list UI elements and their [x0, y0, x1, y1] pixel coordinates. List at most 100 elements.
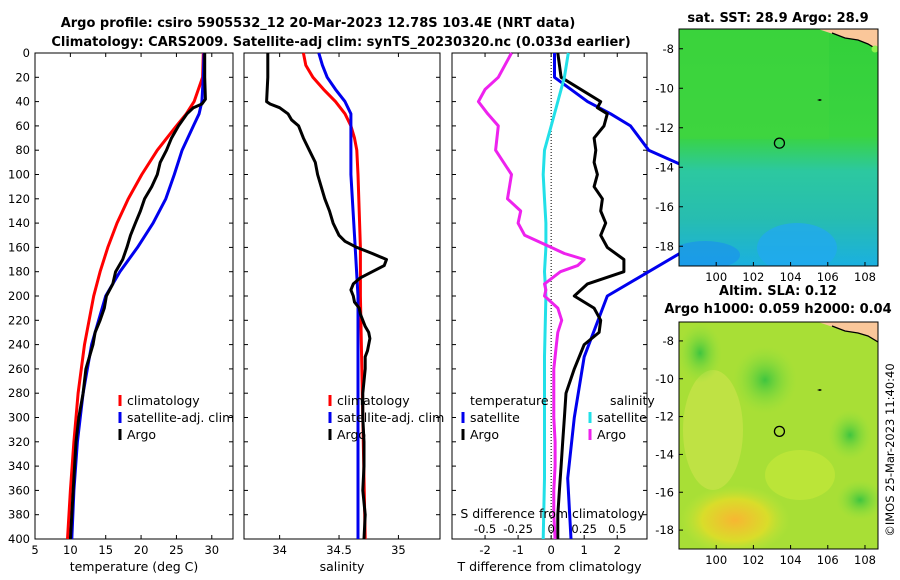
sla-low-1 [733, 346, 797, 414]
depth-tick-label: 320 [8, 435, 30, 449]
top-xlabel: S difference from climatology [460, 506, 645, 521]
map-y-tick-label: -12 [655, 121, 674, 135]
map-y-tick-label: -8 [663, 334, 674, 348]
depth-tick-label: 380 [8, 508, 30, 522]
sla-high [680, 485, 790, 549]
depth-tick-label: 80 [15, 143, 30, 157]
figure-title-line1: Argo profile: csiro 5905532_12 20-Mar-20… [61, 16, 576, 31]
depth-tick-label: 220 [8, 313, 30, 327]
depth-tick-label: 0 [23, 46, 30, 60]
difference-axes-box [451, 52, 648, 540]
sla-map-title-line2: Argo h1000: 0.059 h2000: 0.04 [664, 302, 891, 317]
legend-label: Argo [470, 427, 499, 442]
temperature-x-tick-label: 30 [204, 543, 219, 557]
salinity-axes-box [243, 52, 441, 540]
map-y-tick-label: -14 [655, 447, 674, 461]
sst-map: sat. SST: 28.9 Argo: 28.9 100 102 104 106 10… [655, 11, 879, 284]
christmas-island [817, 99, 822, 101]
difference-x-tick-label: -2 [479, 543, 490, 557]
legend-label: climatology [127, 393, 200, 408]
salinity-series-argo [265, 53, 388, 540]
map-y-tick-label: -14 [655, 160, 674, 174]
sst-cool-patch [757, 223, 837, 266]
map-x-tick-label: 100 [705, 553, 727, 567]
map-y-tick-label: -16 [655, 485, 674, 499]
map-x-tick-label: 106 [817, 553, 839, 567]
legend-label: satellite-adj. clim [127, 410, 234, 425]
map-x-tick-label: 102 [742, 553, 764, 567]
temperature-axes-box [34, 52, 234, 540]
map-x-tick-label: 108 [854, 553, 876, 567]
difference-series-s-argo [476, 52, 586, 540]
depth-tick-label: 360 [8, 483, 30, 497]
sla-low-2 [828, 410, 872, 460]
difference-x-tick-label: 1 [581, 543, 588, 557]
difference-panel: -2 -1 0 1 2T difference from climatologytemp… [451, 52, 722, 574]
legend-label: satellite [597, 410, 647, 425]
difference-x-tick-label: -1 [512, 543, 523, 557]
top-x-tick-label: -0.25 [503, 522, 533, 536]
temperature-xlabel: temperature (deg C) [70, 559, 199, 574]
depth-tick-label: 300 [8, 411, 30, 425]
legend-label: Argo [337, 427, 366, 442]
depth-tick-label: 120 [8, 192, 30, 206]
legend-label: Argo [597, 427, 626, 442]
legend-label: Argo [127, 427, 156, 442]
salinity-x-tick-label: 34 [272, 543, 287, 557]
map-y-tick-label: -8 [663, 42, 674, 56]
depth-tick-label: 60 [15, 119, 30, 133]
temperature-x-tick-label: 5 [31, 543, 38, 557]
map-x-tick-label: 104 [780, 553, 802, 567]
legend-label: climatology [337, 393, 410, 408]
difference-xlabel: T difference from climatology [456, 559, 642, 574]
salinity-xlabel: salinity [320, 559, 365, 574]
map-y-tick-label: -16 [655, 200, 674, 214]
land-java [818, 29, 878, 50]
legend-right-title: salinity [610, 393, 655, 408]
map-x-tick-label: 100 [705, 270, 727, 284]
depth-tick-label: 280 [8, 386, 30, 400]
temperature-x-tick-label: 15 [98, 543, 113, 557]
depth-tick-label: 200 [8, 289, 30, 303]
map-y-tick-label: -10 [655, 81, 674, 95]
depth-tick-label: 160 [8, 240, 30, 254]
temperature-x-tick-label: 10 [63, 543, 78, 557]
difference-x-tick-label: 2 [614, 543, 621, 557]
map-y-tick-label: -18 [655, 523, 674, 537]
depth-tick-label: 100 [8, 168, 30, 182]
salinity-x-tick-label: 35 [391, 543, 406, 557]
sst-map-title: sat. SST: 28.9 Argo: 28.9 [687, 11, 868, 26]
sst-argo-marker [773, 137, 786, 149]
map-y-tick-label: -12 [655, 410, 674, 424]
depth-tick-label: 400 [8, 532, 30, 546]
map-y-tick-label: -18 [655, 239, 674, 253]
difference-series-t-argo [556, 52, 626, 539]
top-x-tick-label: -0.5 [474, 522, 496, 536]
depth-tick-label: 340 [8, 459, 30, 473]
top-x-tick-label: 0.25 [571, 522, 597, 536]
map-x-tick-label: 104 [780, 270, 802, 284]
map-x-tick-label: 102 [742, 270, 764, 284]
temperature-x-tick-label: 25 [169, 543, 184, 557]
temperature-series-argo [68, 53, 207, 540]
map-x-tick-label: 108 [854, 270, 876, 284]
depth-tick-label: 40 [15, 95, 30, 109]
sla-map: Altim. SLA: 0.12 Argo h1000: 0.059 h2000… [655, 284, 891, 567]
depth-tick-label: 20 [15, 70, 30, 84]
figure-title-line2: Climatology: CARS2009. Satellite-adj cli… [51, 35, 630, 50]
top-x-tick-label: 0 [547, 522, 554, 536]
salinity-series-climatology [301, 52, 367, 540]
sla-argo-marker [773, 425, 786, 437]
temperature-x-tick-label: 20 [134, 543, 149, 557]
legend-label: satellite [470, 410, 520, 425]
salinity-series-satellite-adj-clim [317, 52, 360, 539]
difference-series-s-satellite [541, 52, 570, 540]
legend-label: satellite-adj. clim [337, 410, 444, 425]
difference-x-tick-label: 0 [547, 543, 554, 557]
map-y-tick-label: -10 [655, 372, 674, 386]
sla-map-title-line1: Altim. SLA: 0.12 [719, 284, 837, 299]
imos-credit: ©IMOS 25-Mar-2023 11:40:40 [883, 363, 897, 536]
depth-tick-label: 140 [8, 216, 30, 230]
depth-tick-label: 180 [8, 265, 30, 279]
